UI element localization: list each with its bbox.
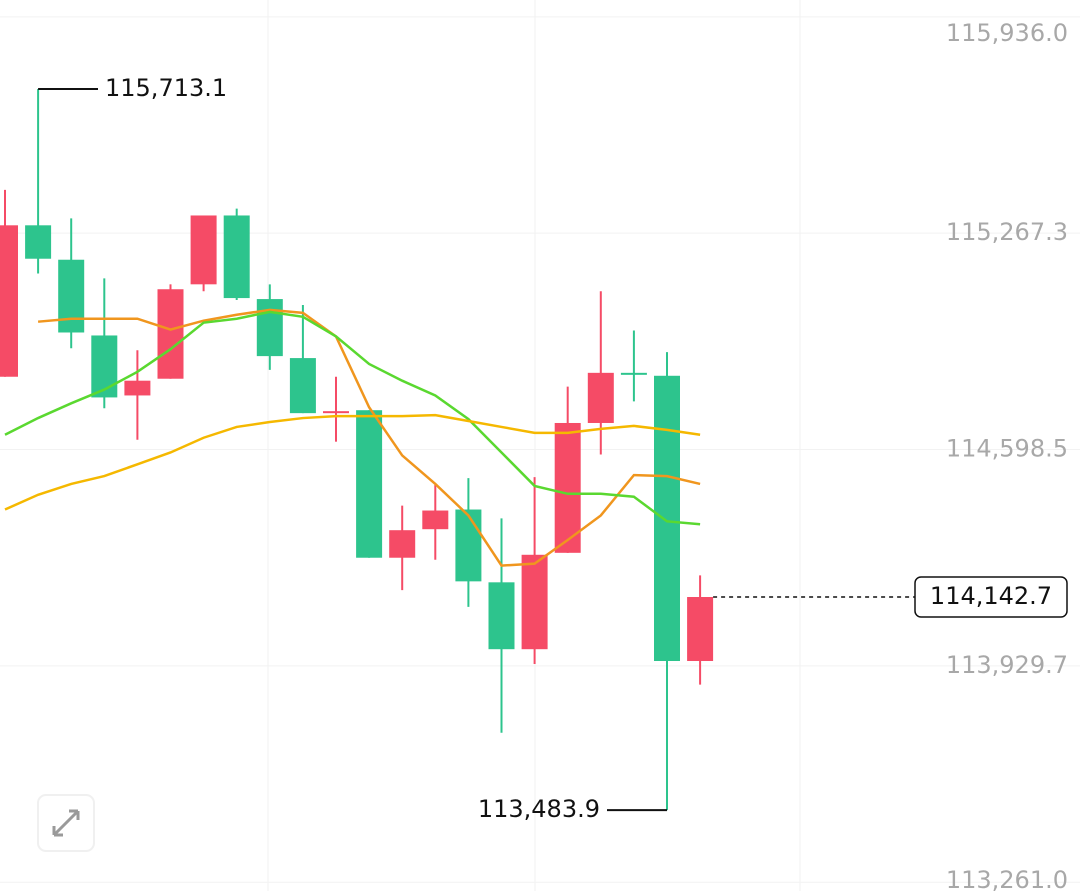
ma-line — [4, 310, 701, 526]
candle-body — [190, 215, 217, 285]
ma-line — [37, 308, 701, 567]
candle-body — [356, 410, 383, 558]
candle-body — [157, 289, 184, 379]
candle-body — [455, 509, 482, 582]
candle-body — [91, 335, 118, 398]
ma-line — [4, 413, 701, 511]
candle-body — [323, 411, 349, 414]
candle-body — [124, 380, 151, 396]
expand-button[interactable] — [37, 794, 95, 852]
candle-body — [25, 225, 52, 259]
y-tick-label: 113,929.7 — [946, 651, 1068, 679]
y-tick-label: 114,598.5 — [946, 435, 1068, 463]
candle-body — [0, 225, 18, 377]
candle-body — [389, 530, 416, 558]
candle-body — [587, 372, 614, 423]
low-label: 113,483.9 — [478, 795, 600, 823]
candle-body — [654, 375, 680, 662]
candle-body — [620, 372, 647, 375]
expand-icon[interactable] — [52, 809, 80, 837]
candle-body — [422, 510, 449, 530]
high-label: 115,713.1 — [105, 74, 227, 102]
y-tick-label: 113,261.0 — [946, 866, 1068, 891]
candle-body — [488, 582, 515, 650]
candle-body — [256, 299, 283, 357]
candle-body — [687, 597, 714, 662]
y-tick-label: 115,267.3 — [946, 218, 1068, 246]
candle-body — [554, 422, 581, 553]
candle-body — [58, 259, 85, 333]
last-price-label: 114,142.7 — [930, 582, 1052, 610]
y-tick-label: 115,936.0 — [946, 19, 1068, 47]
candle-body — [223, 215, 250, 299]
last-price-box — [914, 576, 1068, 618]
candle-body — [289, 358, 316, 414]
candle-body — [521, 554, 548, 650]
